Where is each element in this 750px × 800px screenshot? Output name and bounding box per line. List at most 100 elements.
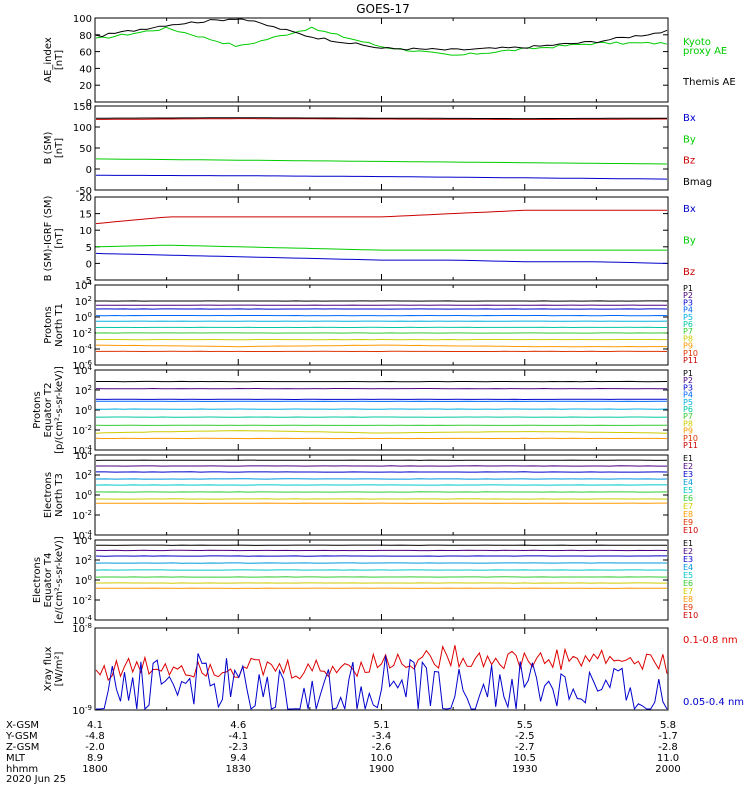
y-tick-label: -50 xyxy=(76,186,92,197)
y-tick-label: 100 xyxy=(75,404,92,417)
legend-entry: E9 xyxy=(683,603,693,612)
y-tick-label: 104 xyxy=(75,279,93,292)
y-tick-label: 50 xyxy=(79,144,92,155)
panel-frame xyxy=(94,627,669,711)
y-axis-label: Equator T2 xyxy=(43,383,54,438)
legend-entry: P5 xyxy=(683,313,693,322)
series-line xyxy=(95,252,668,264)
legend-entry: E1 xyxy=(683,539,693,548)
y-tick-label: 10-2 xyxy=(72,424,92,437)
legend-entry: Kyoto xyxy=(683,37,711,48)
y-axis-label: [W/m²] xyxy=(54,651,65,686)
legend-entry: P10 xyxy=(683,434,698,443)
y-axis-label: North T3 xyxy=(54,473,65,517)
chart-title: GOES-17 xyxy=(356,2,410,16)
legend-entry: E5 xyxy=(683,571,693,580)
panel-2: 150 100 50 0 -50 B (SM) [nT] Bx By Bz Bmag xyxy=(43,102,712,197)
y-tick-label: -5 xyxy=(82,276,92,287)
legend-entry: P8 xyxy=(683,419,693,428)
y-tick-label: 102 xyxy=(75,295,92,308)
legend-entry: P1 xyxy=(683,284,693,293)
y-axis-label: Protons xyxy=(43,306,54,343)
legend-entry: P9 xyxy=(683,427,693,436)
series-line xyxy=(96,118,667,120)
legend-entry: 0.1-0.8 nm xyxy=(683,635,738,646)
axis-value: 4.6 xyxy=(230,720,246,731)
legend-entry: Bz xyxy=(683,267,695,278)
y-tick-label: 80 xyxy=(79,31,92,42)
legend-entry: E2 xyxy=(683,547,693,556)
legend-entry: P7 xyxy=(683,327,693,336)
y-tick-label: 150 xyxy=(73,102,92,113)
panel-frame xyxy=(94,17,669,103)
series-line xyxy=(95,209,667,225)
legend-entry: E6 xyxy=(683,494,693,503)
y-tick-label: 0 xyxy=(86,259,92,270)
axis-row-label: Y-GSM xyxy=(5,731,38,742)
panel-frame xyxy=(94,539,669,621)
axis-value: 5.5 xyxy=(517,720,533,731)
y-tick-label: 104 xyxy=(75,364,93,377)
y-tick-label: 10-2 xyxy=(72,509,92,522)
y-tick-label: 100 xyxy=(75,311,92,324)
legend-entry: E6 xyxy=(683,579,693,588)
legend-entry: P8 xyxy=(683,334,693,343)
y-tick-label: 10-4 xyxy=(72,444,92,457)
y-tick-label: 10-4 xyxy=(72,343,92,356)
y-axis-label: Electrons xyxy=(43,472,54,518)
date-label: 2020 Jun 25 xyxy=(6,774,66,785)
axis-value: -2.6 xyxy=(372,742,392,753)
legend-entry: E9 xyxy=(683,518,693,527)
axis-value: 1830 xyxy=(226,764,251,775)
axis-value: -2.5 xyxy=(515,731,535,742)
legend-entry: P2 xyxy=(683,291,693,300)
panel-3: 20 15 10 5 0 -5 B (SM)-IGRF (SM) [nT] Bx By Bz xyxy=(43,193,696,287)
panel-6: 104 102 100 10-2 10-4 Electrons North T3 E1E2E3… xyxy=(43,449,698,542)
axis-value: -4.8 xyxy=(85,731,105,742)
y-axis-label: [nT] xyxy=(54,228,65,248)
y-axis-label: AE_index xyxy=(43,37,54,83)
axis-value: 4.1 xyxy=(87,720,103,731)
panel-frame xyxy=(94,454,669,536)
legend-entry: proxy AE xyxy=(683,46,727,57)
panel-5: 104 102 100 10-2 10-4 Protons Equator T2 [p/(cm… xyxy=(32,364,698,457)
legend-entry: E4 xyxy=(683,478,693,487)
y-axis-label: Equator T4 xyxy=(43,553,54,608)
y-tick-label: 100 xyxy=(75,489,92,502)
axis-value: 2000 xyxy=(655,764,680,775)
y-axis-label: [nT] xyxy=(54,138,65,158)
series-line xyxy=(95,430,668,434)
series-line xyxy=(95,26,668,56)
y-tick-label: 100 xyxy=(73,123,92,134)
axis-row-label: hhmm xyxy=(6,764,38,775)
y-axis-label: [p/(cm²-s-sr-keV)] xyxy=(54,366,65,454)
axis-value: 1930 xyxy=(512,764,537,775)
y-tick-label: 102 xyxy=(75,384,92,397)
legend-entry: P9 xyxy=(683,342,693,351)
y-axis-label: North T1 xyxy=(54,303,65,347)
y-axis-label: B (SM)-IGRF (SM) xyxy=(43,196,54,282)
y-axis-label: Electrons xyxy=(32,557,43,603)
legend-entry: E7 xyxy=(683,587,693,596)
y-tick-label: 60 xyxy=(79,48,92,59)
axis-value: 1900 xyxy=(369,764,394,775)
series-line xyxy=(95,344,667,348)
y-tick-label: 0 xyxy=(86,98,92,109)
legend-entry: 0.05-0.4 nm xyxy=(683,697,744,708)
y-tick-label: 100 xyxy=(73,14,92,25)
axis-value: 8.9 xyxy=(87,753,103,764)
y-tick-label: 40 xyxy=(79,64,92,75)
legend-entry: Bmag xyxy=(683,177,712,188)
y-tick-label: 15 xyxy=(79,210,92,221)
axis-value: -1.7 xyxy=(658,731,678,742)
y-tick-label: 5 xyxy=(86,243,92,254)
legend-entry: Bz xyxy=(683,156,695,167)
legend-entry: P4 xyxy=(683,391,693,400)
legend-entry: P10 xyxy=(683,349,698,358)
axis-value: 5.8 xyxy=(660,720,676,731)
legend-entry: E7 xyxy=(683,502,693,511)
axis-value: -2.0 xyxy=(85,742,105,753)
